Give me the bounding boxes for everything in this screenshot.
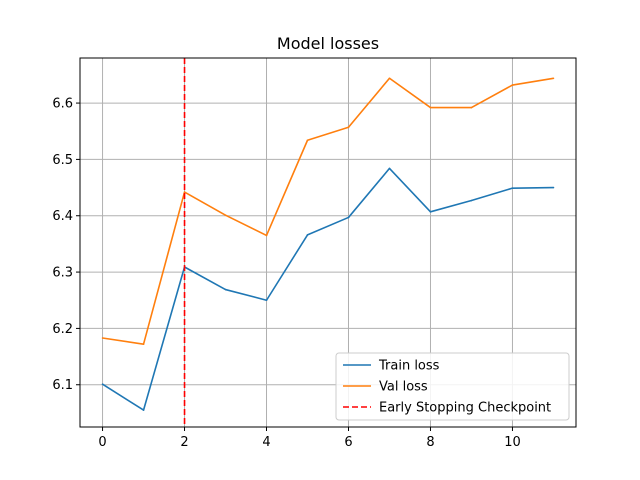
series-line-val-loss [102,77,554,345]
data-point [429,106,432,109]
data-point [265,299,268,302]
y-tick-label: 6.6 [52,97,73,112]
data-point [388,77,391,80]
y-tick-label: 6.3 [52,266,73,281]
data-point [142,343,145,345]
legend: Train loss Val loss Early Stopping Checkpo… [335,352,570,421]
x-tick-label: 8 [426,435,434,450]
data-point [224,288,227,291]
legend-label: Train loss [378,359,440,374]
data-point [470,199,473,202]
data-point [470,106,473,109]
x-tick-label: 10 [504,435,521,450]
x-tick-label: 4 [262,435,270,450]
data-point [511,187,514,189]
y-tick-label: 6.5 [52,153,73,168]
y-tick-label: 6.2 [52,322,73,337]
data-point [306,234,309,236]
data-point [347,216,350,219]
y-tick-label: 6.4 [52,209,73,224]
data-point [265,234,268,237]
legend-label: Val loss [379,380,428,395]
data-point [429,210,432,213]
data-point [183,191,186,193]
legend-label: Early Stopping Checkpoint [379,401,551,416]
x-tick-label: 2 [180,435,188,450]
data-point [101,337,104,339]
axes: 0 2 4 6 8 10 6.1 6.2 6.3 6.4 6.5 6.6 [52,97,520,450]
series-lines [101,58,555,427]
data-point [552,77,555,80]
data-point [511,84,514,86]
plot-frame [79,57,577,428]
x-tick-label: 0 [98,435,106,450]
grid [80,58,576,427]
data-point [306,139,309,142]
data-point [224,214,227,216]
chart-title: Model losses [277,34,379,53]
data-point [101,383,104,385]
series-line-train-loss [102,167,554,411]
data-point [142,409,145,411]
data-point [552,186,555,189]
data-point [388,167,391,170]
data-point [347,126,350,129]
legend-box [335,352,570,421]
x-tick-label: 6 [344,435,352,450]
y-tick-label: 6.1 [52,378,73,393]
